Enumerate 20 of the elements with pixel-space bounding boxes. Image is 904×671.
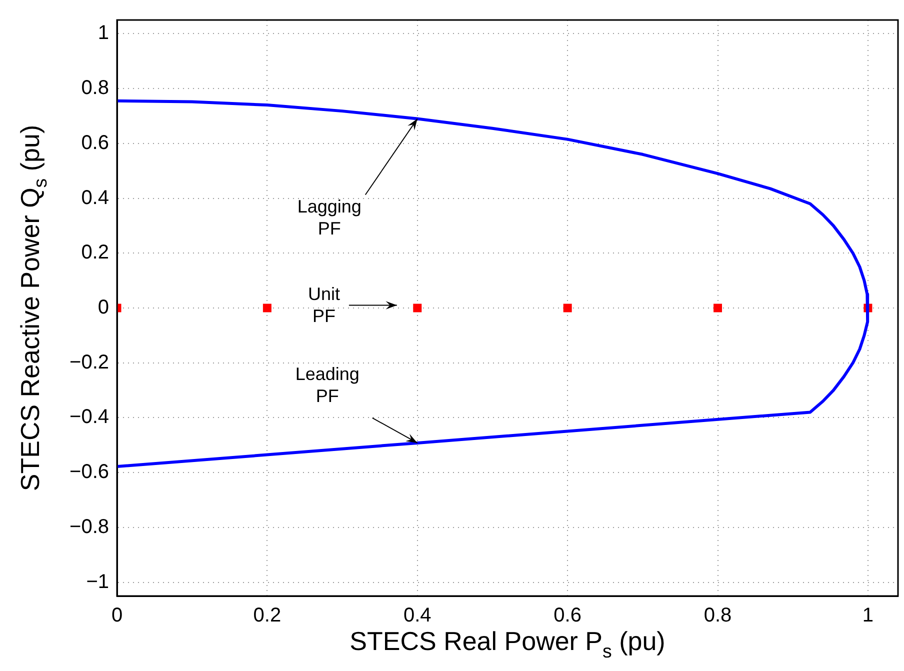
x-tick-label: 0.8	[704, 604, 732, 627]
x-tick-label: 1	[862, 604, 874, 627]
annotation: Leading PF	[295, 364, 360, 406]
y-tick-label: 0	[98, 296, 109, 319]
y-tick-label: −1	[86, 570, 109, 593]
x-tick-label: 0.6	[554, 604, 582, 627]
annotation: Unit PF	[308, 284, 340, 326]
y-tick-label: −0.8	[70, 516, 109, 538]
y-tick-label: 0.8	[81, 77, 109, 100]
y-tick-label: −0.6	[70, 461, 109, 484]
y-tick-label: −0.4	[70, 406, 109, 428]
y-tick-label: 1	[98, 22, 109, 44]
x-tick-label: 0.4	[403, 604, 432, 627]
y-axis-title: STECS Reactive Power Qs (pu)	[15, 124, 50, 492]
y-tick-label: 0.2	[81, 242, 109, 264]
y-tick-label: 0.6	[81, 132, 109, 154]
y-tick-label: 0.4	[81, 186, 109, 209]
x-tick-label: 0.2	[253, 604, 282, 627]
annotation: Lagging PF	[297, 196, 362, 239]
y-tick-label: −0.2	[70, 351, 109, 374]
